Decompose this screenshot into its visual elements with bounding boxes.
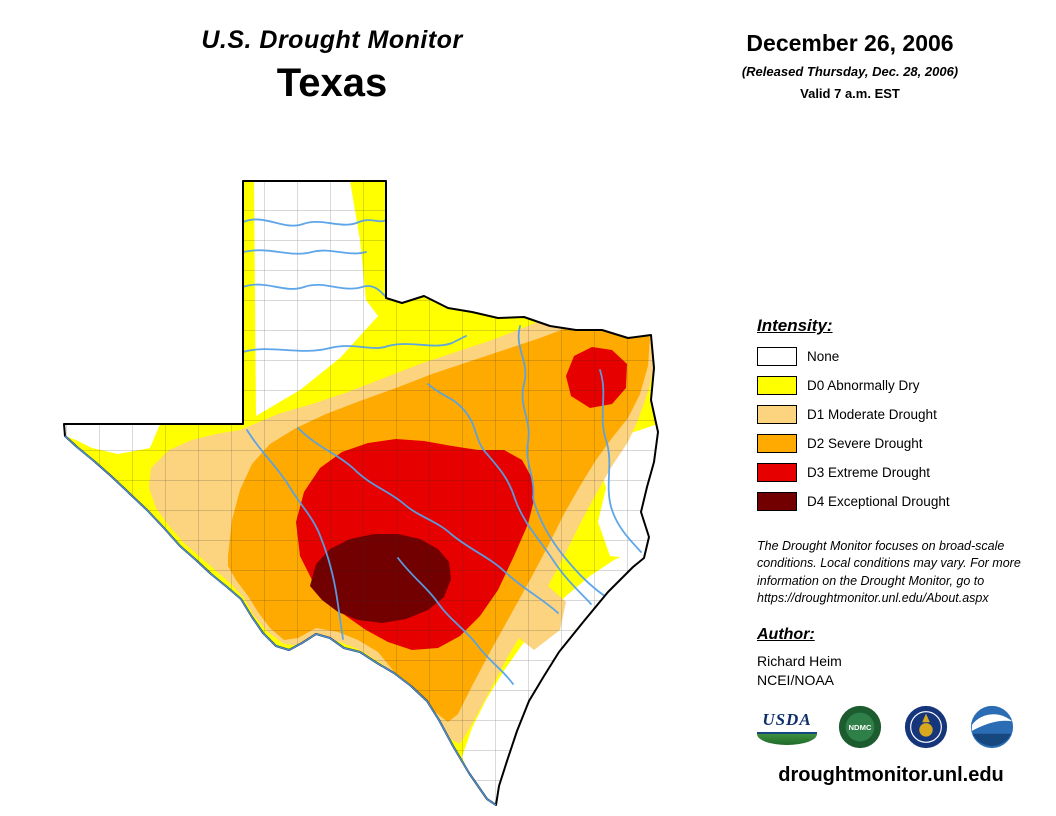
disclaimer-line: https://droughtmonitor.unl.edu/About.asp… xyxy=(757,590,989,605)
legend-swatch-d4 xyxy=(757,492,797,511)
header: U.S. Drought Monitor Texas xyxy=(130,26,534,106)
disclaimer-line: conditions. Local conditions may vary. F… xyxy=(757,556,1021,571)
legend-label: D4 Exceptional Drought xyxy=(807,494,950,509)
author-block: Author: Richard Heim NCEI/NOAA xyxy=(757,626,1017,690)
disclaimer-line: information on the Drought Monitor, go t… xyxy=(757,573,985,588)
page-title: U.S. Drought Monitor xyxy=(201,26,463,54)
legend-item-d3: D3 Extreme Drought xyxy=(757,462,1027,483)
legend-label: D3 Extreme Drought xyxy=(807,465,931,480)
legend-swatch-d3 xyxy=(757,463,797,482)
river xyxy=(242,218,387,227)
ndmc-logo: NDMC xyxy=(838,705,882,749)
valid-time: Valid 7 a.m. EST xyxy=(800,86,900,101)
legend-swatch-d1 xyxy=(757,405,797,424)
author-title: Author: xyxy=(757,626,815,643)
logo-row: USDA NDMC xyxy=(757,704,1025,750)
legend-item-d4: D4 Exceptional Drought xyxy=(757,491,1027,512)
rio-grande-river xyxy=(64,435,497,806)
noaa-logo xyxy=(970,705,1014,749)
date-block: December 26, 2006 (Released Thursday, De… xyxy=(714,30,986,101)
usda-logo: USDA xyxy=(757,710,817,745)
legend-swatch-d0 xyxy=(757,376,797,395)
river xyxy=(242,249,367,255)
legend-swatch-none xyxy=(757,347,797,366)
usda-logo-text: USDA xyxy=(762,709,812,729)
author-name: Richard Heim xyxy=(757,653,842,669)
release-date: (Released Thursday, Dec. 28, 2006) xyxy=(741,64,959,79)
commerce-seal-logo xyxy=(904,705,948,749)
legend-item-d2: D2 Severe Drought xyxy=(757,433,1027,454)
river xyxy=(246,429,344,640)
map-date: December 26, 2006 xyxy=(746,30,954,56)
disclaimer-line: The Drought Monitor focuses on broad-sca… xyxy=(757,539,1005,553)
region-title: Texas xyxy=(276,61,388,105)
legend-item-none: None xyxy=(757,346,1027,367)
author-org: NCEI/NOAA xyxy=(757,671,835,688)
ndmc-logo-text: NDMC xyxy=(849,723,872,732)
legend-item-d1: D1 Moderate Drought xyxy=(757,404,1027,425)
river xyxy=(517,325,607,598)
droughtmonitor-url-link[interactable]: droughtmonitor.unl.edu xyxy=(778,764,1004,786)
legend-label: D1 Moderate Drought xyxy=(807,407,937,422)
legend-label: None xyxy=(807,349,840,364)
legend-swatch-d2 xyxy=(757,434,797,453)
county-grid xyxy=(64,181,658,805)
legend-title: Intensity: xyxy=(757,316,833,335)
river xyxy=(599,369,642,553)
rivers xyxy=(242,218,642,685)
usda-field-graphic xyxy=(757,731,817,745)
legend-item-d0: D0 Abnormally Dry xyxy=(757,375,1027,396)
drought-regions xyxy=(64,181,658,805)
legend-label: D2 Severe Drought xyxy=(807,436,923,451)
river xyxy=(297,427,559,614)
river xyxy=(242,283,387,298)
legend-label: D0 Abnormally Dry xyxy=(807,378,920,393)
river xyxy=(242,335,467,353)
river xyxy=(427,383,592,605)
river xyxy=(397,557,514,685)
legend: Intensity: None D0 Abnormally Dry D1 Mod… xyxy=(757,316,1027,520)
disclaimer: The Drought Monitor focuses on broad-sca… xyxy=(757,538,1033,607)
